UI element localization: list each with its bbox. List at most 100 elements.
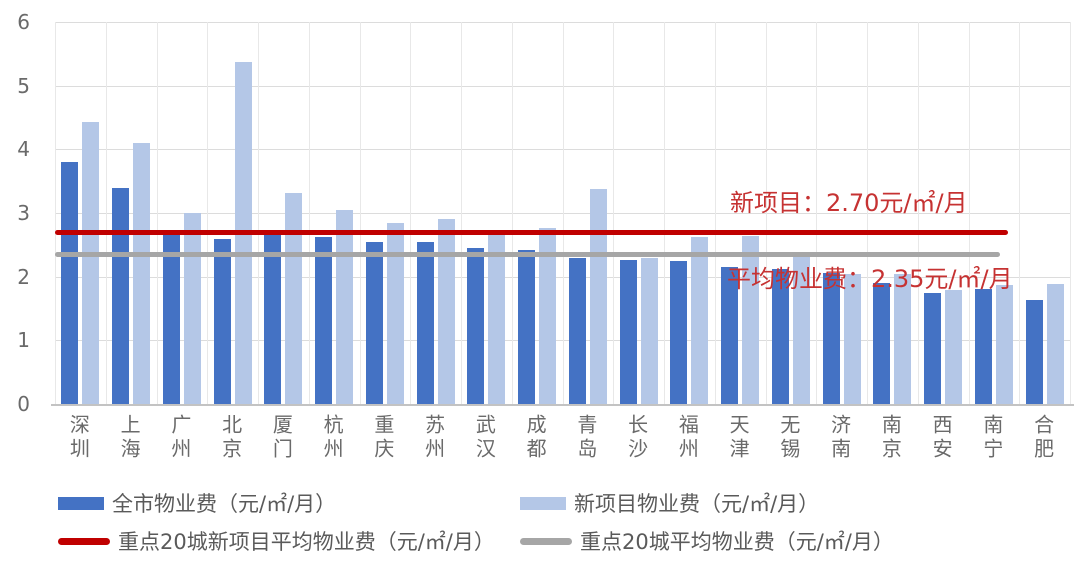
gridline-x-5 (308, 22, 310, 404)
x-axis-label-厦门: 厦门 (269, 414, 294, 462)
bar-new-project-fee-长沙[interactable] (640, 258, 658, 404)
gridline-x-13 (714, 22, 716, 404)
y-axis-tick-5: 5 (17, 73, 30, 98)
x-axis-line (51, 404, 1074, 406)
y-axis-tick-4: 4 (17, 137, 30, 162)
legend-item-overall-avg[interactable]: 重点20城平均物业费（元/㎡/月） (520, 526, 894, 556)
bar-new-project-fee-杭州[interactable] (336, 209, 354, 404)
bar-new-project-fee-天津[interactable] (742, 235, 760, 404)
legend-item-new-project-fee[interactable]: 新项目物业费（元/㎡/月） (520, 488, 819, 518)
bar-city-fee-北京[interactable] (213, 238, 231, 404)
x-axis-label-重庆: 重庆 (370, 414, 395, 462)
bar-city-fee-长沙[interactable] (619, 260, 637, 404)
x-axis-label-北京: 北京 (218, 414, 243, 462)
gridline-x-9 (511, 22, 513, 404)
plot-area: 0 1 2 3 4 5 6 深圳 上海 广州 北京 厦门 杭州 重庆 苏州 武汉 成都 青岛 长沙 福州 天津 无锡 济南南… (17, 10, 1074, 462)
y-axis-tick-1: 1 (17, 328, 30, 353)
legend-item-new-project-avg[interactable]: 重点20城新项目平均物业费（元/㎡/月） (58, 526, 520, 556)
gridline-x-20 (1070, 22, 1071, 404)
bar-new-project-fee-武汉[interactable] (488, 234, 506, 404)
gridline-x-19 (1019, 22, 1021, 404)
bar-city-fee-福州[interactable] (670, 261, 688, 404)
bar-new-project-fee-西安[interactable] (945, 290, 963, 404)
bar-new-project-fee-上海[interactable] (133, 143, 151, 404)
x-axis-label-深圳: 深圳 (66, 414, 91, 462)
bar-new-project-fee-南京[interactable] (894, 273, 912, 404)
x-axis-label-成都: 成都 (523, 414, 548, 462)
legend-label-overall-avg: 重点20城平均物业费（元/㎡/月） (580, 530, 894, 554)
bar-new-project-fee-深圳[interactable] (82, 122, 100, 404)
bar-new-project-fee-南宁[interactable] (995, 284, 1013, 404)
ref-line-new-project-avg (55, 229, 1008, 235)
bar-new-project-fee-重庆[interactable] (386, 222, 404, 404)
y-axis-tick-6: 6 (17, 10, 30, 34)
gridline-x-12 (664, 22, 665, 404)
gridline-x-2 (156, 22, 158, 404)
bar-city-fee-成都[interactable] (518, 249, 536, 404)
bar-new-project-fee-合肥[interactable] (1046, 283, 1064, 404)
gridline-x-11 (613, 22, 615, 404)
gridline-x-8 (461, 22, 462, 404)
bar-new-project-fee-厦门[interactable] (285, 193, 303, 404)
x-axis-label-合肥: 合肥 (1030, 414, 1055, 462)
bar-city-fee-南宁[interactable] (974, 289, 992, 404)
bar-city-fee-广州[interactable] (162, 235, 180, 404)
legend-label-new-project-fee: 新项目物业费（元/㎡/月） (574, 492, 820, 516)
bar-city-fee-上海[interactable] (112, 187, 130, 404)
bar-city-fee-济南[interactable] (822, 272, 840, 404)
bar-city-fee-西安[interactable] (924, 292, 942, 404)
bar-new-project-fee-苏州[interactable] (437, 219, 455, 404)
x-axis-label-天津: 天津 (726, 414, 751, 462)
x-axis-label-南宁: 南宁 (979, 414, 1004, 462)
annotation-new-project-avg: 新项目：2.70元/㎡/月 (730, 189, 968, 217)
bar-new-project-fee-无锡[interactable] (792, 256, 810, 404)
bar-city-fee-无锡[interactable] (771, 269, 789, 404)
x-axis-label-杭州: 杭州 (320, 414, 345, 462)
y-axis-tick-2: 2 (17, 264, 30, 289)
gridline-x-0 (55, 22, 56, 404)
gridline-x-6 (359, 22, 361, 404)
bar-city-fee-南京[interactable] (873, 283, 891, 404)
gridline-x-16 (867, 22, 868, 404)
gridline-x-7 (410, 22, 412, 404)
legend-row-1: 全市物业费（元/㎡/月） 新项目物业费（元/㎡/月） (58, 484, 1068, 522)
bar-new-project-fee-广州[interactable] (183, 213, 201, 404)
bar-new-project-fee-成都[interactable] (539, 228, 557, 404)
overall-avg-line-icon (520, 537, 572, 545)
y-axis-tick-3: 3 (17, 201, 30, 225)
legend: 全市物业费（元/㎡/月） 新项目物业费（元/㎡/月） 重点20城新项目平均物业费… (58, 484, 1068, 560)
x-axis-label-上海: 上海 (117, 414, 142, 462)
x-axis-label-西安: 西安 (929, 414, 954, 462)
legend-label-new-project-avg: 重点20城新项目平均物业费（元/㎡/月） (118, 530, 495, 554)
bar-city-fee-深圳[interactable] (61, 162, 79, 404)
legend-label-city-fee: 全市物业费（元/㎡/月） (112, 492, 337, 516)
new-project-avg-line-icon (58, 537, 110, 545)
new-project-fee-swatch-icon (520, 496, 566, 510)
bar-new-project-fee-青岛[interactable] (589, 189, 607, 404)
bar-city-fee-天津[interactable] (721, 267, 739, 404)
legend-row-2: 重点20城新项目平均物业费（元/㎡/月） 重点20城平均物业费（元/㎡/月） (58, 522, 1068, 560)
bar-city-fee-厦门[interactable] (264, 235, 282, 404)
gridline-x-10 (562, 22, 564, 404)
gridline-x-3 (207, 22, 209, 404)
ref-line-overall-avg (55, 251, 1000, 257)
bar-city-fee-苏州[interactable] (416, 242, 434, 404)
legend-item-city-fee[interactable]: 全市物业费（元/㎡/月） (58, 488, 520, 518)
x-axis-label-长沙: 长沙 (624, 414, 649, 462)
gridline-x-1 (105, 22, 107, 404)
x-axis-label-武汉: 武汉 (472, 414, 497, 462)
gridline-x-15 (816, 22, 818, 404)
x-axis-label-福州: 福州 (675, 414, 700, 462)
bar-city-fee-青岛[interactable] (568, 257, 586, 404)
bar-city-fee-重庆[interactable] (365, 241, 383, 404)
bar-city-fee-武汉[interactable] (467, 248, 485, 404)
bar-new-project-fee-福州[interactable] (691, 236, 709, 404)
gridline-x-17 (917, 22, 919, 404)
bar-city-fee-合肥[interactable] (1025, 299, 1043, 404)
bar-new-project-fee-济南[interactable] (843, 274, 861, 404)
annotation-overall-avg: 平均物业费：2.35元/㎡/月 (727, 265, 1013, 293)
gridline-x-4 (258, 22, 259, 404)
y-axis-tick-0: 0 (17, 392, 30, 416)
bar-city-fee-杭州[interactable] (315, 237, 333, 404)
